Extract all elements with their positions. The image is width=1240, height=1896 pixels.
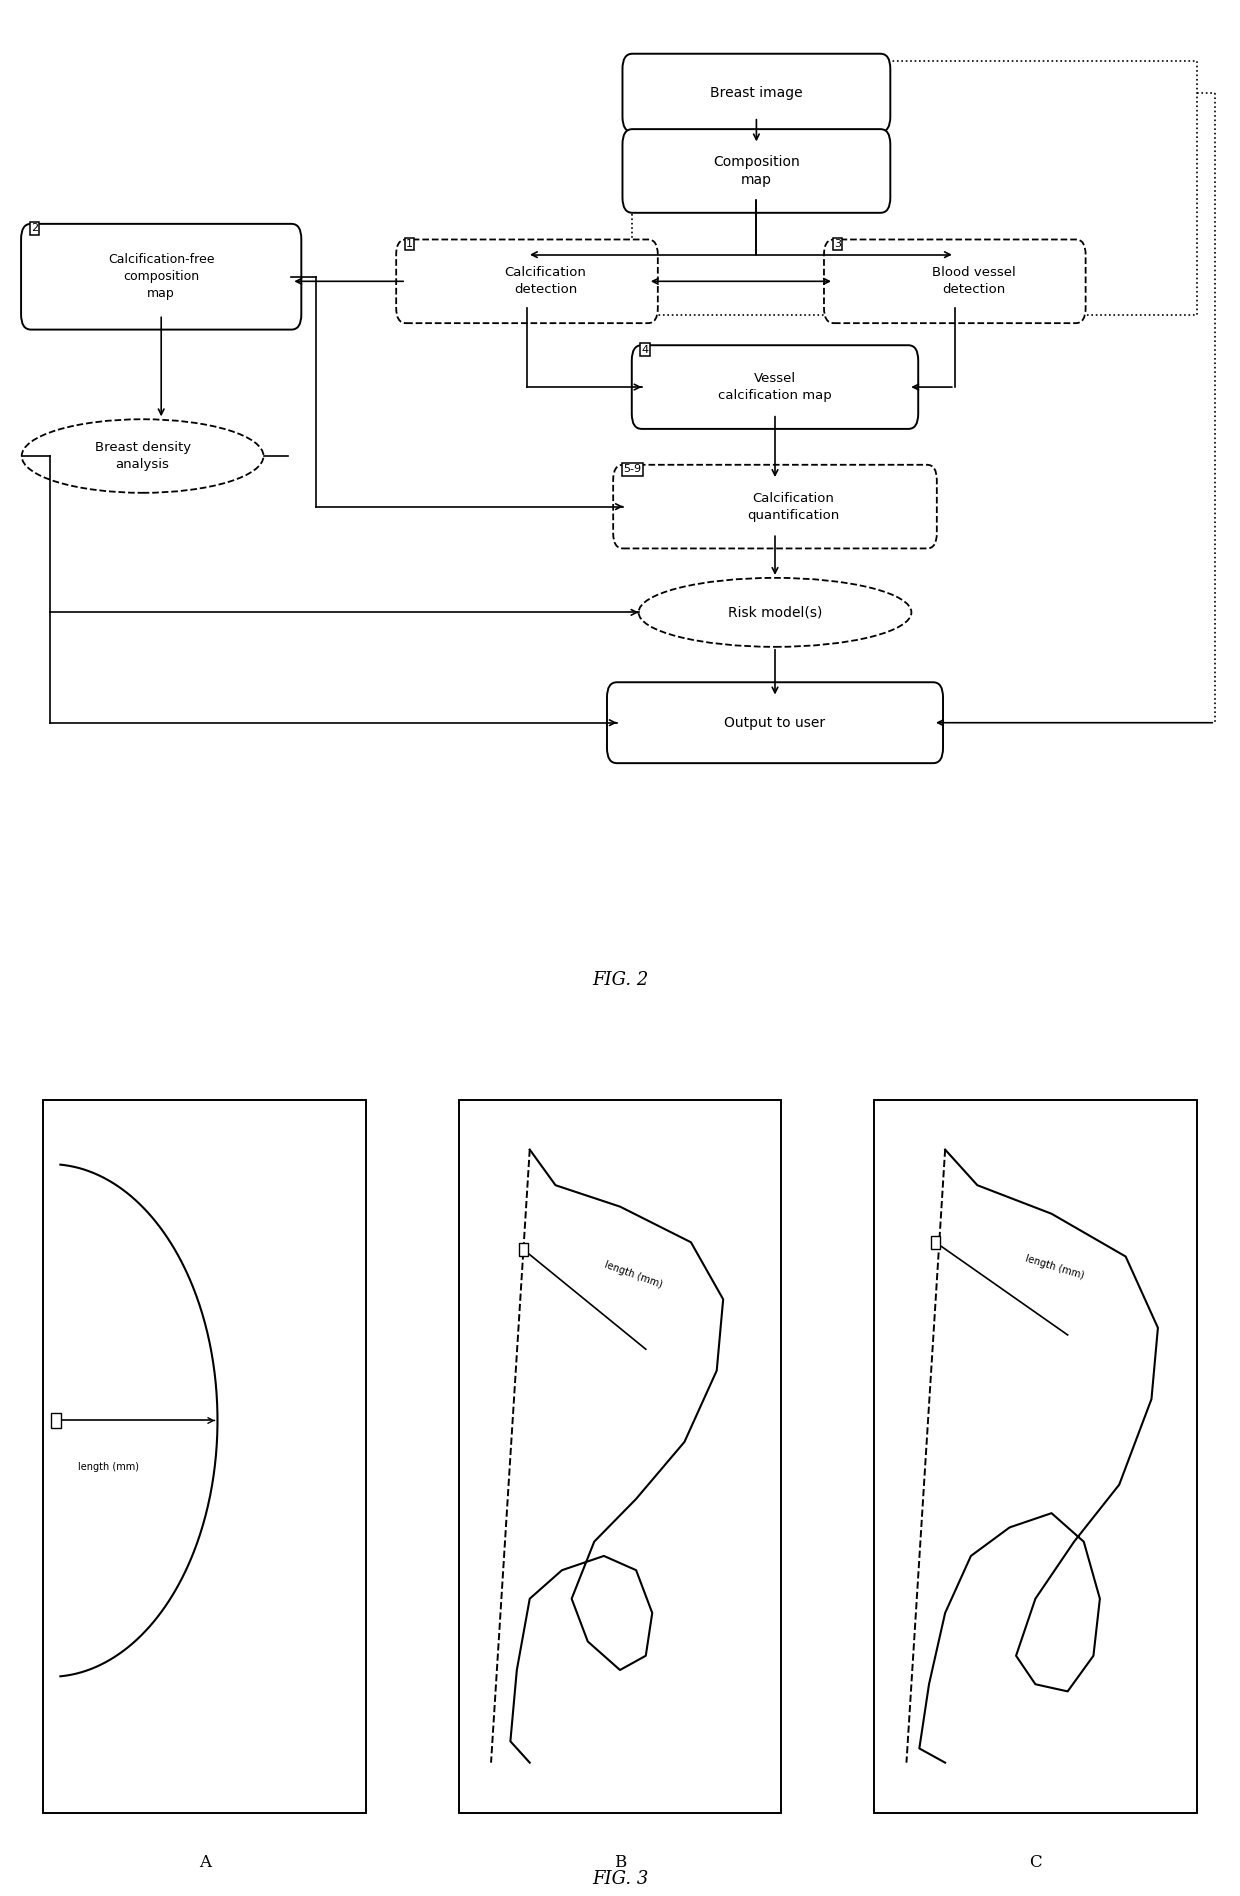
Text: Risk model(s): Risk model(s) <box>728 605 822 620</box>
Text: Calcification
quantification: Calcification quantification <box>748 491 839 521</box>
Text: 1: 1 <box>407 239 413 248</box>
Text: Vessel
calcification map: Vessel calcification map <box>718 372 832 402</box>
Bar <box>51 1413 61 1428</box>
Text: Composition
map: Composition map <box>713 155 800 188</box>
Text: Calcification-free
composition
map: Calcification-free composition map <box>108 254 215 300</box>
Text: A: A <box>198 1854 211 1871</box>
Ellipse shape <box>21 419 263 493</box>
Text: Breast image: Breast image <box>711 85 802 100</box>
FancyBboxPatch shape <box>397 239 657 322</box>
Text: FIG. 2: FIG. 2 <box>591 971 649 990</box>
Text: FIG. 3: FIG. 3 <box>591 1871 649 1888</box>
Ellipse shape <box>639 578 911 647</box>
Text: 4: 4 <box>642 345 649 355</box>
Text: Calcification
detection: Calcification detection <box>505 265 587 296</box>
FancyBboxPatch shape <box>608 683 942 764</box>
Bar <box>43 1100 366 1813</box>
FancyBboxPatch shape <box>631 345 918 428</box>
FancyBboxPatch shape <box>613 465 937 548</box>
FancyBboxPatch shape <box>823 239 1086 322</box>
Text: Output to user: Output to user <box>724 715 826 730</box>
FancyBboxPatch shape <box>21 224 301 330</box>
Text: 5-9: 5-9 <box>622 465 641 474</box>
Text: Breast density
analysis: Breast density analysis <box>94 442 191 470</box>
Text: B: B <box>614 1854 626 1871</box>
Text: 3: 3 <box>833 239 841 248</box>
Text: length (mm): length (mm) <box>1024 1253 1085 1282</box>
Text: 2: 2 <box>31 224 38 233</box>
Bar <box>518 1242 527 1255</box>
FancyBboxPatch shape <box>622 129 890 212</box>
Bar <box>632 61 1197 315</box>
Bar <box>931 1236 940 1249</box>
Text: C: C <box>1029 1854 1042 1871</box>
FancyBboxPatch shape <box>622 53 890 133</box>
Text: Blood vessel
detection: Blood vessel detection <box>931 265 1016 296</box>
Bar <box>459 1100 781 1813</box>
Bar <box>874 1100 1197 1813</box>
Text: length (mm): length (mm) <box>603 1259 663 1289</box>
Text: length (mm): length (mm) <box>78 1462 139 1471</box>
